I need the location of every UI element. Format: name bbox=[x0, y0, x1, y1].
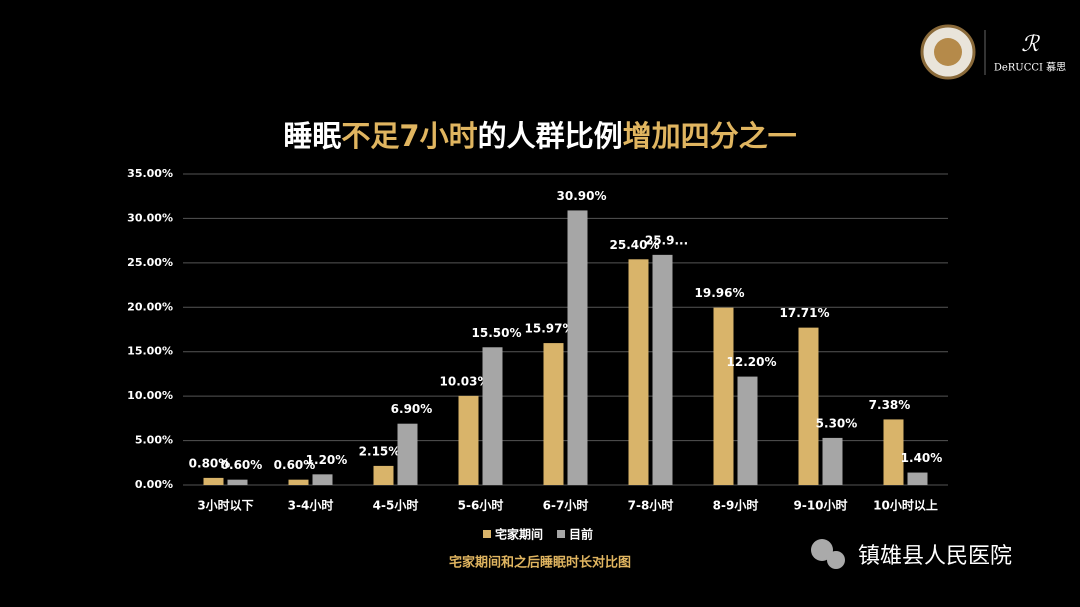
bar bbox=[628, 259, 649, 485]
bar bbox=[288, 479, 309, 485]
value-label: 25.40% bbox=[610, 238, 660, 252]
chart-title: 睡眠不足7小时的人群比例增加四分之一 bbox=[283, 119, 796, 153]
value-label: 17.71% bbox=[780, 306, 830, 320]
value-label: 0.60% bbox=[221, 458, 263, 472]
x-tick-label: 7-8小时 bbox=[628, 498, 674, 513]
value-label: 15.50% bbox=[472, 326, 522, 340]
bar bbox=[883, 419, 904, 485]
bar bbox=[567, 210, 588, 485]
x-tick-label: 3小时以下 bbox=[197, 498, 253, 513]
value-label: 30.90% bbox=[557, 189, 607, 203]
legend-label: 目前 bbox=[569, 527, 593, 542]
bar bbox=[798, 327, 819, 485]
x-tick-label: 5-6小时 bbox=[458, 498, 504, 513]
caption: 宅家期间和之后睡眠时长对比图 bbox=[449, 555, 631, 571]
title-segment: 不足7小时 bbox=[341, 119, 477, 153]
bar bbox=[312, 474, 333, 485]
legend-swatch bbox=[557, 530, 566, 538]
value-label: 1.20% bbox=[306, 453, 348, 467]
title-segment: 睡眠 bbox=[283, 119, 341, 153]
legend-swatch bbox=[483, 530, 491, 538]
value-label: 15.97% bbox=[525, 322, 575, 336]
value-label: 0.60% bbox=[274, 458, 316, 472]
value-label: 5.30% bbox=[816, 416, 858, 430]
bar bbox=[543, 343, 564, 485]
y-tick-label: 15.00% bbox=[127, 345, 173, 358]
y-tick-label: 5.00% bbox=[135, 434, 173, 447]
bar bbox=[482, 347, 503, 485]
title-segment: 增加四分之一 bbox=[623, 119, 797, 153]
x-tick-label: 6-7小时 bbox=[543, 498, 589, 513]
title-segment: 的人群比例 bbox=[478, 119, 623, 153]
legend-label: 宅家期间 bbox=[495, 527, 543, 542]
source: 镇雄县人民医院 bbox=[858, 544, 1012, 569]
value-label: 0.80% bbox=[189, 456, 231, 470]
logo-mark: ℛ bbox=[1021, 32, 1040, 57]
bar bbox=[907, 472, 928, 485]
bar bbox=[373, 465, 394, 485]
bar bbox=[713, 307, 734, 485]
wechat-icon bbox=[827, 551, 845, 569]
x-tick-label: 4-5小时 bbox=[373, 498, 419, 513]
x-tick-label: 9-10小时 bbox=[793, 498, 847, 513]
bar bbox=[458, 395, 479, 485]
bar bbox=[652, 254, 673, 485]
bar bbox=[397, 423, 418, 485]
x-tick-label: 3-4小时 bbox=[288, 498, 334, 513]
value-label: 10.03% bbox=[440, 374, 490, 388]
y-tick-label: 0.00% bbox=[135, 478, 173, 491]
logo-emblem-inner bbox=[934, 38, 962, 66]
logo-text: DeRUCCI 慕思 bbox=[994, 61, 1066, 74]
y-tick-label: 20.00% bbox=[127, 300, 173, 313]
x-tick-label: 10小时以上 bbox=[873, 498, 938, 513]
bar bbox=[822, 437, 843, 485]
value-label: 6.90% bbox=[391, 402, 433, 416]
value-label: 7.38% bbox=[869, 398, 911, 412]
value-label: 1.40% bbox=[901, 451, 943, 465]
value-label: 25.9... bbox=[645, 233, 688, 247]
value-label: 2.15% bbox=[359, 444, 401, 458]
bar bbox=[203, 477, 224, 485]
value-label: 12.20% bbox=[727, 355, 777, 369]
y-tick-label: 30.00% bbox=[127, 211, 173, 224]
wechat-icon bbox=[811, 539, 833, 561]
x-tick-label: 8-9小时 bbox=[713, 498, 759, 513]
bar bbox=[737, 376, 758, 485]
y-tick-label: 25.00% bbox=[127, 256, 173, 269]
value-label: 19.96% bbox=[695, 286, 745, 300]
y-tick-label: 35.00% bbox=[127, 167, 173, 180]
y-tick-label: 10.00% bbox=[127, 389, 173, 402]
bar bbox=[227, 479, 248, 485]
